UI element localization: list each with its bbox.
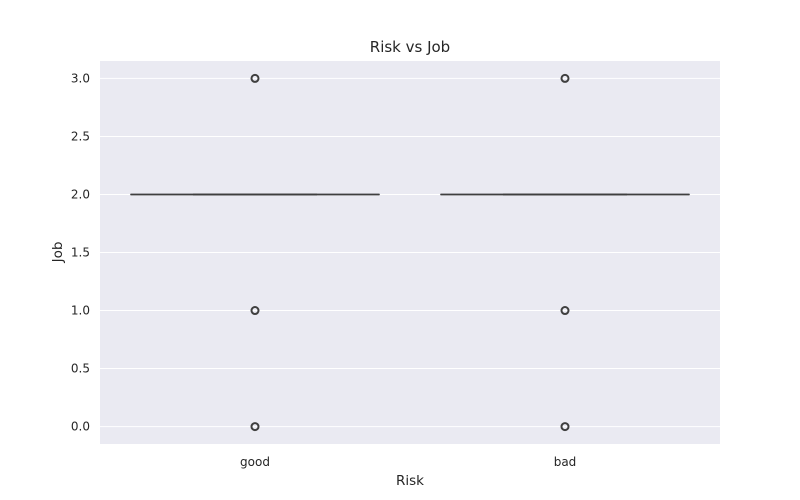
- y-tick-label: 0.0: [71, 420, 90, 434]
- x-axis-label: Risk: [396, 473, 424, 489]
- outlier-point: [250, 306, 260, 316]
- outlier-point: [560, 306, 570, 316]
- box-plot-series: [130, 73, 690, 432]
- y-tick-label: 1.5: [71, 246, 90, 260]
- x-axis-ticks: good bad: [240, 455, 576, 469]
- y-tick-label: 3.0: [71, 71, 90, 85]
- x-tick-label: bad: [554, 455, 577, 469]
- box-bad: [440, 73, 690, 432]
- grid-lines: [100, 77, 720, 428]
- y-tick-label: 2.5: [71, 129, 90, 143]
- y-tick-label: 1.0: [71, 304, 90, 318]
- chart-title: Risk vs Job: [370, 38, 450, 56]
- y-axis-label: Job: [50, 242, 66, 264]
- y-tick-label: 2.0: [71, 187, 90, 201]
- outlier-point: [250, 73, 260, 83]
- x-tick-label: good: [240, 455, 270, 469]
- box-good: [130, 73, 380, 432]
- y-axis-ticks: 0.0 0.5 1.0 1.5 2.0 2.5 3.0: [71, 71, 90, 433]
- outlier-point: [250, 422, 260, 432]
- y-tick-label: 0.5: [71, 362, 90, 376]
- outlier-point: [560, 73, 570, 83]
- outlier-point: [560, 422, 570, 432]
